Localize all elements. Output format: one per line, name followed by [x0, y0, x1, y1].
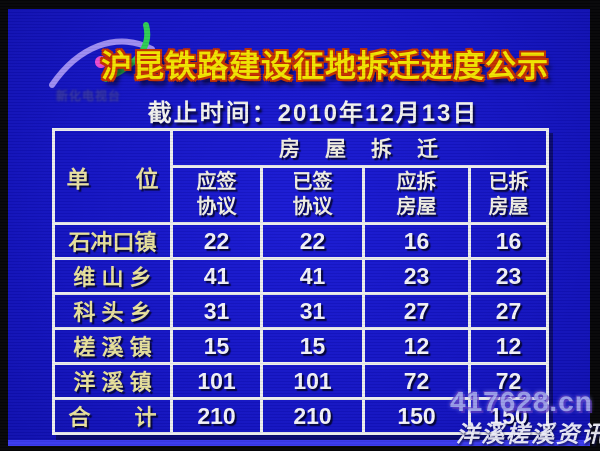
value-cell: 72 — [362, 362, 471, 400]
page-title: 沪昆铁路建设征地拆迁进度公示 — [101, 49, 549, 84]
broadcast-screen: 新化电视台 沪昆铁路建设征地拆迁进度公示 截止时间：2010年12月13日 单 … — [8, 9, 600, 447]
value-cell: 23 — [468, 257, 549, 295]
value-cell: 22 — [260, 222, 365, 260]
table-row: 槎 溪 镇 15 15 12 12 — [52, 327, 549, 365]
value-cell: 41 — [260, 257, 365, 295]
value-cell: 27 — [362, 292, 471, 330]
value-cell: 12 — [468, 327, 549, 365]
table-row: 科 头 乡 31 31 27 27 — [52, 292, 549, 330]
watermark-site: 417628.cn — [450, 386, 593, 417]
swoosh-icon — [49, 22, 155, 88]
unit-cell: 洋 溪 镇 — [52, 362, 173, 400]
deadline-label: 截止时间： — [147, 100, 278, 127]
value-cell: 12 — [362, 327, 471, 365]
value-cell: 41 — [170, 257, 263, 295]
demolition-table: 单 位 房 屋 拆 迁 应签 协议 已签 协议 应拆 房屋 已拆 房屋 石冲口镇… — [52, 128, 549, 435]
value-cell: 22 — [170, 222, 263, 260]
value-cell: 16 — [468, 222, 549, 260]
value-cell: 101 — [170, 362, 263, 400]
column-header-demolished: 已拆 房屋 — [468, 165, 549, 225]
value-cell: 27 — [468, 292, 549, 330]
unit-cell: 维 山 乡 — [52, 257, 173, 295]
table-row: 维 山 乡 41 41 23 23 — [52, 257, 549, 295]
unit-cell: 石冲口镇 — [52, 222, 173, 260]
table-row: 石冲口镇 22 22 16 16 — [52, 222, 549, 260]
table-total-row: 合 计 210 210 150 150 — [52, 397, 549, 435]
value-cell: 16 — [362, 222, 471, 260]
column-header-should-sign: 应签 协议 — [170, 165, 263, 225]
unit-cell: 合 计 — [52, 397, 173, 435]
watermark-caption: 洋溪槎溪资讯 — [456, 421, 600, 447]
value-cell: 31 — [170, 292, 263, 330]
value-cell: 150 — [362, 397, 471, 435]
table-header-row: 单 位 房 屋 拆 迁 — [52, 128, 549, 225]
bottom-scanline — [8, 440, 590, 446]
value-cell: 15 — [260, 327, 365, 365]
value-cell: 150 — [468, 397, 549, 435]
value-cell: 210 — [260, 397, 365, 435]
group-column-header: 房 屋 拆 迁 — [170, 128, 549, 168]
value-cell: 31 — [260, 292, 365, 330]
station-name: 新化电视台 — [56, 89, 122, 103]
unit-cell: 槎 溪 镇 — [52, 327, 173, 365]
deadline-value: 2010年12月13日 — [277, 100, 479, 127]
value-cell: 210 — [170, 397, 263, 435]
column-header-should-demolish: 应拆 房屋 — [362, 165, 471, 225]
table-subheader-row: 应签 协议 已签 协议 应拆 房屋 已拆 房屋 — [54, 165, 549, 225]
deadline-text: 截止时间：2010年12月13日 — [22, 93, 600, 128]
station-logo: 新化电视台 — [46, 21, 176, 109]
value-cell: 101 — [260, 362, 365, 400]
value-cell: 23 — [362, 257, 471, 295]
unit-cell: 科 头 乡 — [52, 292, 173, 330]
column-header-signed: 已签 协议 — [260, 165, 365, 225]
value-cell: 72 — [468, 362, 549, 400]
unit-column-header: 单 位 — [52, 128, 173, 225]
table-row: 洋 溪 镇 101 101 72 72 — [52, 362, 549, 400]
value-cell: 15 — [170, 327, 263, 365]
